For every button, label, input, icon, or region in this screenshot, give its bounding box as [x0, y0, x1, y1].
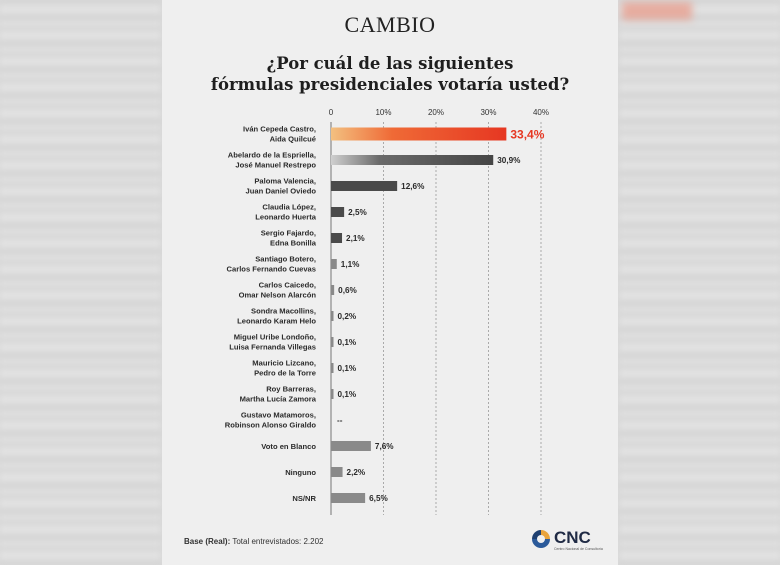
bar	[331, 233, 343, 243]
data-label: 30,9%	[497, 156, 521, 165]
category-label: Roy Barreras, Martha Lucía Zamora	[240, 385, 317, 404]
cnc-logo: CNC Centro Nacional de Consultoría	[532, 528, 607, 552]
category-label: Miguel Uribe Londoño, Luisa Fernanda Vill…	[229, 333, 316, 352]
category-label: Claudia López, Leonardo Huerta	[255, 203, 317, 222]
bar	[331, 441, 371, 451]
bar	[331, 207, 345, 217]
background-smudge	[622, 2, 692, 20]
bar	[331, 155, 494, 165]
bar	[331, 285, 335, 295]
bar	[331, 389, 334, 399]
x-tick-label: 0	[329, 108, 334, 117]
cambio-logo: CAMBIO	[344, 12, 436, 37]
data-label: 2,5%	[348, 208, 367, 217]
cnc-wordmark: CNC	[554, 528, 591, 547]
bar	[331, 127, 507, 141]
poll-question: ¿Por cuál de las siguientes fórmulas pre…	[162, 53, 618, 95]
poll-card: CAMBIO ¿Por cuál de las siguientes fórmu…	[162, 0, 618, 565]
data-label: 0,1%	[338, 390, 357, 399]
category-label: Iván Cepeda Castro, Aida Quilcué	[243, 125, 316, 144]
category-label: Sergio Fajardo, Edna Bonilla	[261, 229, 317, 248]
data-label: 0,1%	[338, 338, 357, 347]
category-label: Sondra Macollins, Leonardo Karam Helo	[237, 307, 316, 326]
data-label: 12,6%	[401, 182, 425, 191]
background-blur-left	[0, 0, 160, 565]
category-label: Paloma Valencia, Juan Daniel Oviedo	[246, 177, 317, 196]
category-label: Carlos Caicedo, Omar Nelson Alarcón	[239, 281, 317, 300]
base-text: Total entrevistados: 2.202	[232, 537, 324, 546]
data-label: --	[337, 416, 343, 425]
footer-base: Base (Real): Total entrevistados: 2.202	[184, 537, 324, 546]
category-label: Gustavo Matamoros, Robinson Alonso Girald…	[225, 411, 317, 430]
x-tick-label: 40%	[533, 108, 549, 117]
bar	[331, 467, 343, 477]
data-label: 2,1%	[346, 234, 365, 243]
base-label: Base (Real):	[184, 537, 231, 546]
data-label: 6,5%	[369, 494, 388, 503]
data-label: 0,6%	[338, 286, 357, 295]
cnc-circle-icon	[532, 530, 550, 548]
category-label: NS/NR	[292, 494, 316, 503]
category-label: Ninguno	[285, 468, 316, 477]
question-line-1: ¿Por cuál de las siguientes	[266, 54, 514, 73]
bar	[331, 181, 398, 191]
data-label: 0,2%	[338, 312, 357, 321]
x-tick-label: 20%	[428, 108, 444, 117]
category-label: Mauricio Lizcano, Pedro de la Torre	[252, 359, 316, 378]
bar	[331, 259, 337, 269]
data-label: 33,4%	[510, 128, 544, 142]
data-label: 1,1%	[341, 260, 360, 269]
category-label: Abelardo de la Espriella, José Manuel Res…	[228, 151, 317, 170]
bar-chart: 0 10% 20% 30% 40% Iván Cepeda Castro, Aida Qu…	[225, 108, 549, 515]
cnc-subtitle: Centro Nacional de Consultoría	[554, 547, 603, 551]
question-line-2: fórmulas presidenciales votaría usted?	[210, 75, 570, 94]
x-tick-label: 30%	[480, 108, 496, 117]
category-label: Voto en Blanco	[261, 442, 316, 451]
category-label: Santiago Botero, Carlos Fernando Cuevas	[227, 255, 316, 274]
data-label: 2,2%	[347, 468, 366, 477]
bar	[331, 363, 334, 373]
bar	[331, 493, 366, 503]
bar	[331, 337, 334, 347]
x-tick-label: 10%	[375, 108, 391, 117]
data-label: 0,1%	[338, 364, 357, 373]
data-label: 7,6%	[375, 442, 394, 451]
background-blur-right	[620, 0, 780, 565]
bar	[331, 311, 334, 321]
